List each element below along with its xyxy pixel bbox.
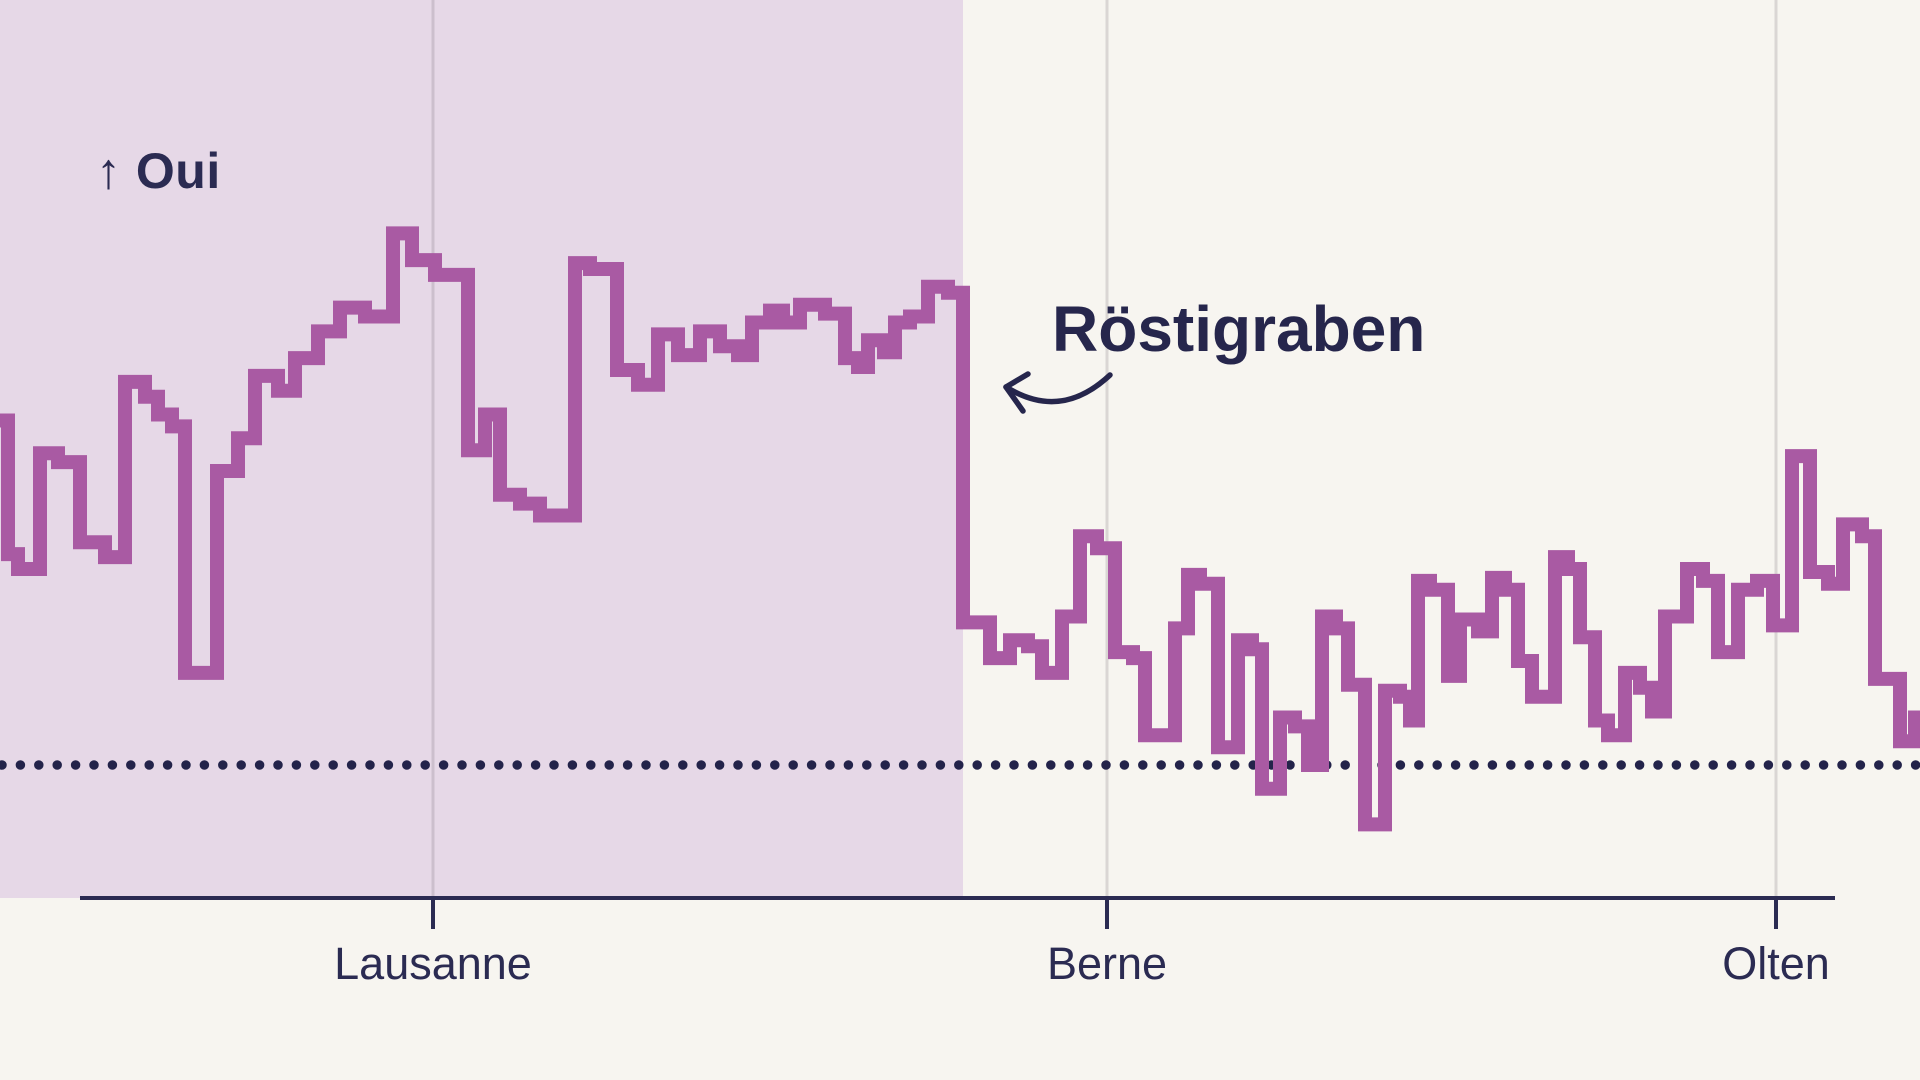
oui-share-step-line (0, 226, 1920, 832)
annotation-arrow (1003, 372, 1113, 405)
x-tick-label-olten: Olten (1722, 938, 1830, 989)
roestigraben-annotation: Röstigraben (1052, 293, 1426, 365)
annotation-arrowhead (1003, 371, 1031, 414)
x-tick-label-berne: Berne (1046, 938, 1168, 989)
y-direction-label: ↑ Oui (96, 143, 221, 199)
region-shading (963, 0, 1920, 898)
x-tick-label-lausanne: Lausanne (334, 938, 532, 989)
